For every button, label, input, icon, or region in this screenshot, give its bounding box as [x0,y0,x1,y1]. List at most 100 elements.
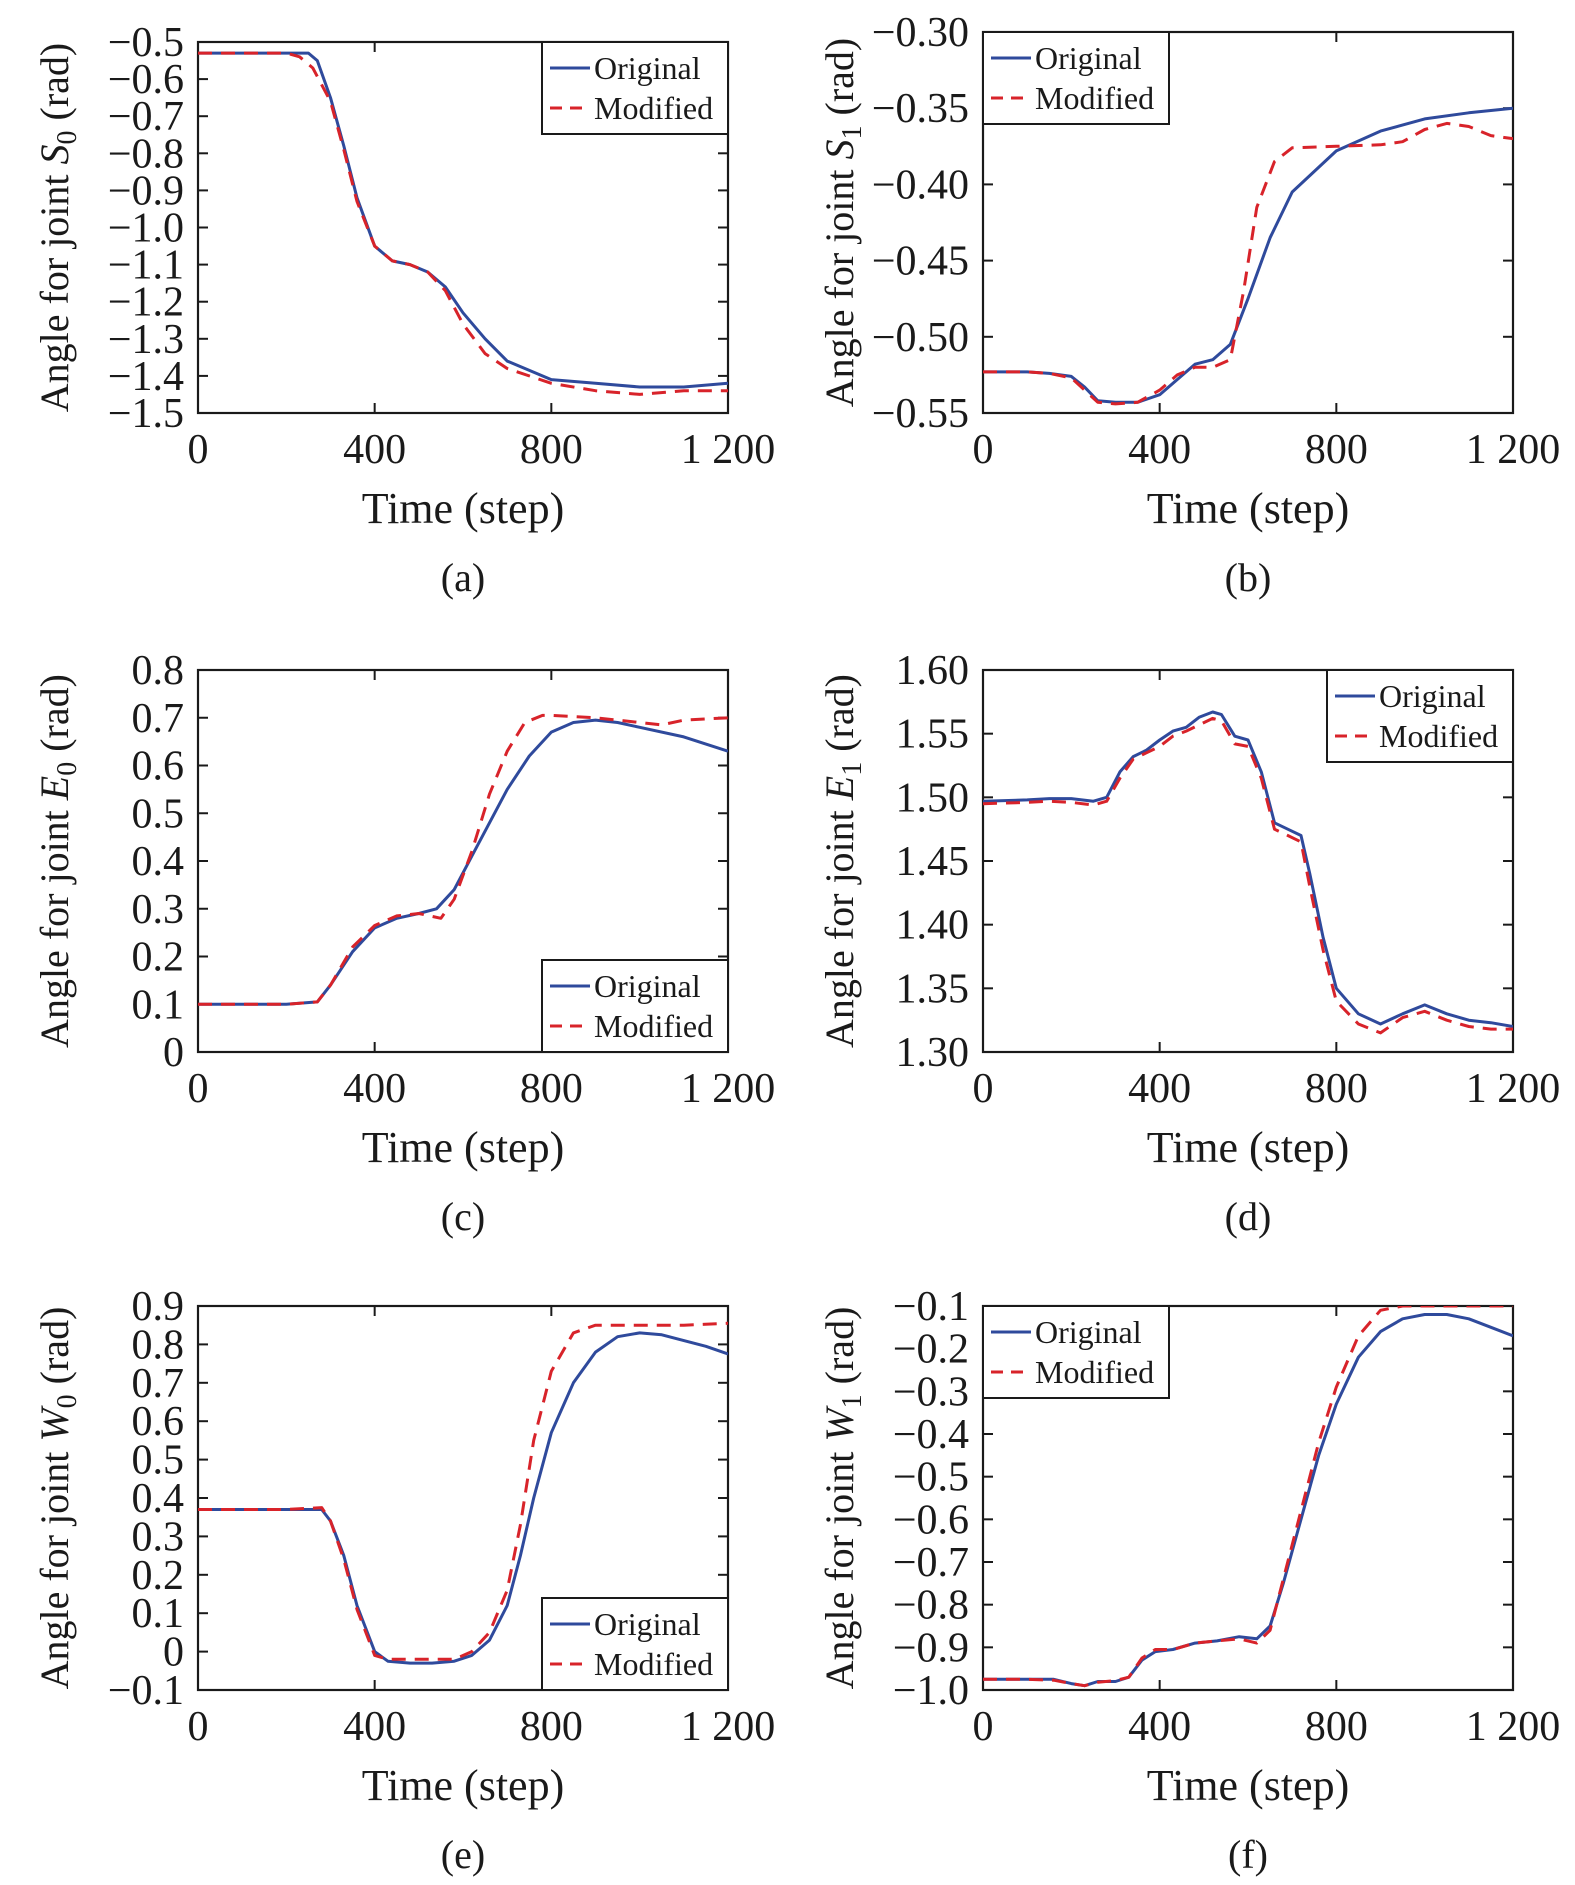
x-tick-label: 1 200 [681,1066,776,1112]
y-axis-label-suffix: (rad) [32,43,77,131]
y-tick-label: −0.45 [872,239,969,285]
legend-label: Original [1035,40,1142,76]
series-line-modified [983,716,1513,1035]
chart-panel-b: 0 400 800 1 200 −0.30 −0.35 −0.40 −0.45 −0.50 −0.… [817,10,1560,600]
y-tick-label: −0.40 [872,162,969,208]
chart-panel-a: 0 400 800 1 200 −0.5−0.6−0.7−0.8−0.9−1.0−1.1… [32,20,775,600]
y-axis-label-subscript: 1 [837,762,868,776]
legend-label: Modified [1035,1354,1154,1390]
y-tick-label: 0.8 [132,1322,185,1368]
x-tick-label: 1 200 [1466,1066,1561,1112]
legend-label: Modified [594,1008,713,1044]
legend: Original Modified [1326,669,1514,763]
y-tick-label: 1.55 [896,712,970,758]
x-tick-label: 800 [1305,1704,1368,1750]
x-axis-label: Time (step) [362,484,565,533]
x-tick-label: 0 [973,1066,994,1112]
y-tick-label: 0.7 [132,696,185,742]
y-tick-label: −0.9 [108,168,184,214]
x-tick-label: 1 200 [1466,1704,1561,1750]
y-axis-label-symbol: S [817,139,862,159]
legend: Original Modified [541,41,729,135]
x-tick-label: 0 [188,1704,209,1750]
y-axis-label: Angle for joint S0 (rad) [32,43,83,412]
y-tick-label: −0.7 [893,1540,969,1586]
x-axis-label: Time (step) [1147,1123,1350,1172]
y-tick-label: 0 [163,1630,184,1676]
y-tick-label: −0.1 [108,1668,184,1714]
y-axis-label: Angle for joint E0 (rad) [32,674,83,1048]
x-tick-label: 0 [973,427,994,473]
legend-label: Modified [594,90,713,126]
y-tick-label: −1.3 [108,317,184,363]
legend: Original Modified [541,959,729,1053]
y-axis-label-suffix: (rad) [32,674,77,762]
y-tick-label: −1.2 [108,280,184,326]
y-tick-label: −0.3 [893,1369,969,1415]
y-tick-label: 0.7 [132,1361,185,1407]
x-tick-label: 1 200 [681,1704,776,1750]
x-tick-label: 0 [188,1066,209,1112]
y-axis-label-symbol: E [32,776,77,801]
y-tick-label: −1.5 [108,391,184,437]
y-tick-label: −0.6 [108,57,184,103]
y-tick-label: 1.40 [896,903,970,949]
legend-label: Original [594,1606,701,1642]
plot-frame [981,1304,1515,1692]
y-axis-label-subscript: 0 [52,1394,83,1408]
y-tick-label: 0.6 [132,1399,185,1445]
y-axis-label-suffix: (rad) [817,674,862,762]
legend-label: Original [594,50,701,86]
y-tick-label: −0.35 [872,86,969,132]
y-tick-label: 0.2 [132,935,185,981]
y-tick-label: −0.9 [893,1625,969,1671]
y-axis-label-prefix: Angle for joint [817,159,862,407]
y-tick-label: 0.4 [132,1476,185,1522]
panel-label: (a) [441,555,485,600]
chart-panel-f: 0 400 800 1 200 −0.1−0.2−0.3−0.4−0.5−0.6−0.7… [817,1284,1560,1877]
x-tick-label: 400 [343,1066,406,1112]
x-tick-label: 0 [188,427,209,473]
x-tick-label: 400 [1128,427,1191,473]
y-axis-label: Angle for joint S1 (rad) [817,38,868,407]
legend-frame [982,1305,1170,1399]
y-axis-label-subscript: 1 [837,1394,868,1408]
chart-panel-d: 0 400 800 1 200 1.60 1.55 1.50 1.45 1.40 1.35 1.30… [817,648,1560,1239]
y-tick-label: −1.1 [108,243,184,289]
legend-label: Modified [594,1646,713,1682]
y-tick-label: −1.0 [893,1668,969,1714]
legend-label: Modified [1379,718,1498,754]
y-tick-label: 0.3 [132,887,185,933]
x-tick-label: 1 200 [681,427,776,473]
y-axis-label-symbol: W [817,1405,862,1442]
y-axis-label-prefix: Angle for joint [32,1442,77,1690]
y-tick-label: −0.50 [872,315,969,361]
x-tick-label: 400 [1128,1066,1191,1112]
y-tick-label: −0.4 [893,1412,969,1458]
y-axis-label-prefix: Angle for joint [817,800,862,1048]
x-tick-label: 800 [520,1066,583,1112]
series-line-original [983,1313,1513,1688]
plot-frame [981,30,1515,415]
y-axis-label-symbol: E [817,776,862,801]
legend: Original Modified [982,31,1170,125]
x-tick-label: 0 [973,1704,994,1750]
x-axis-label: Time (step) [1147,484,1350,533]
y-axis-label-symbol: W [32,1405,77,1442]
legend: Original Modified [541,1597,729,1691]
x-axis-label: Time (step) [1147,1761,1350,1810]
y-tick-label: 1.35 [896,966,970,1012]
y-axis-label-subscript: 1 [837,125,868,139]
y-axis-label: Angle for joint W1 (rad) [817,1307,868,1690]
legend-frame [1326,669,1514,763]
x-tick-label: 800 [520,1704,583,1750]
y-tick-label: 0.5 [132,1438,185,1484]
y-tick-label: 1.50 [896,775,970,821]
panel-label: (c) [441,1194,485,1239]
series-line-modified [198,51,728,396]
y-tick-label: 0.9 [132,1284,185,1330]
y-tick-label: 0.6 [132,744,185,790]
y-tick-label: −1.4 [108,354,184,400]
